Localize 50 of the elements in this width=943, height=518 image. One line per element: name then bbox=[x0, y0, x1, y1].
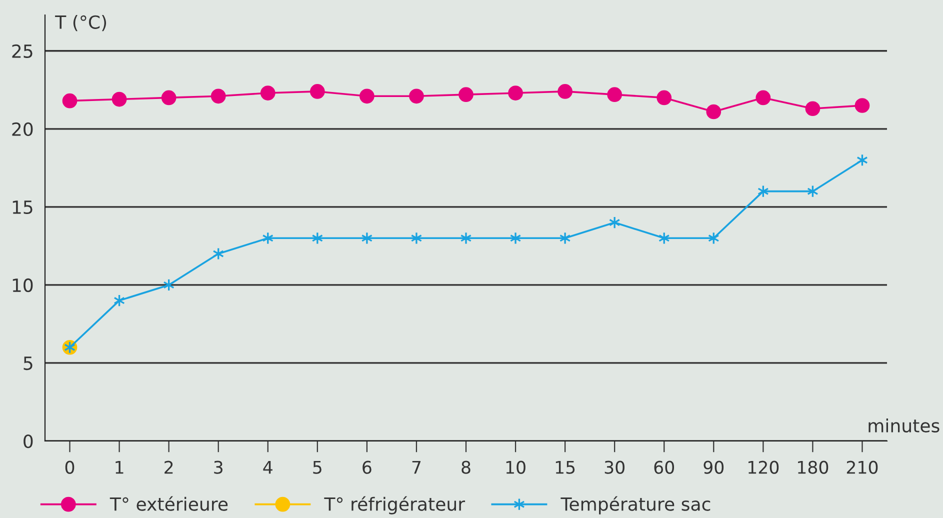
point bbox=[409, 88, 424, 104]
x-tick-label: 3 bbox=[214, 460, 222, 474]
x-tick-label: 4 bbox=[263, 460, 272, 474]
x-tick-label: 210 bbox=[846, 460, 878, 474]
x-tick-label: 30 bbox=[604, 460, 624, 474]
x-tick-label: 10 bbox=[506, 460, 526, 474]
point bbox=[361, 232, 373, 245]
point bbox=[210, 88, 226, 104]
x-tick-label: 15 bbox=[556, 460, 575, 474]
legend-label: Température sac bbox=[560, 496, 710, 514]
y-axis-title: T (°C) bbox=[55, 15, 106, 32]
x-tick-label: 5 bbox=[313, 460, 322, 474]
point bbox=[656, 90, 672, 106]
y-tick-label: 25 bbox=[12, 44, 32, 58]
legend-label: T° extérieure bbox=[110, 496, 228, 511]
point bbox=[161, 90, 176, 106]
x-tick-label: 1 bbox=[116, 460, 124, 474]
x-tick-label: 6 bbox=[362, 460, 372, 474]
y-tick-label: 15 bbox=[12, 200, 32, 214]
point bbox=[458, 87, 474, 102]
point bbox=[510, 232, 522, 245]
point bbox=[112, 92, 127, 107]
x-tick-label: 8 bbox=[462, 460, 470, 474]
x-tick-label: 7 bbox=[412, 460, 421, 474]
point bbox=[756, 90, 771, 106]
x-tick-label: 60 bbox=[654, 460, 674, 474]
x-tick-label: 180 bbox=[798, 460, 828, 474]
x-tick-label: 0 bbox=[65, 460, 74, 474]
point bbox=[260, 86, 276, 100]
x-tick-label: 90 bbox=[704, 460, 724, 474]
x-tick-label: 120 bbox=[748, 460, 779, 474]
point bbox=[805, 101, 820, 116]
point bbox=[706, 104, 722, 120]
point bbox=[508, 86, 523, 100]
y-tick-label: 20 bbox=[12, 122, 33, 136]
y-tick-label: 10 bbox=[12, 278, 33, 292]
point bbox=[559, 232, 571, 245]
point bbox=[854, 98, 870, 113]
point bbox=[62, 93, 78, 108]
point bbox=[460, 232, 472, 245]
x-tick-label: 2 bbox=[164, 460, 173, 474]
x-axis-title: minutes bbox=[868, 418, 940, 432]
y-tick-label: 0 bbox=[24, 434, 33, 448]
point bbox=[310, 84, 325, 99]
point bbox=[360, 88, 374, 104]
point bbox=[607, 87, 622, 102]
y-tick-label: 5 bbox=[24, 356, 32, 370]
point bbox=[410, 232, 422, 245]
point bbox=[558, 84, 572, 99]
legend-label: T° réfrigérateur bbox=[324, 496, 466, 514]
